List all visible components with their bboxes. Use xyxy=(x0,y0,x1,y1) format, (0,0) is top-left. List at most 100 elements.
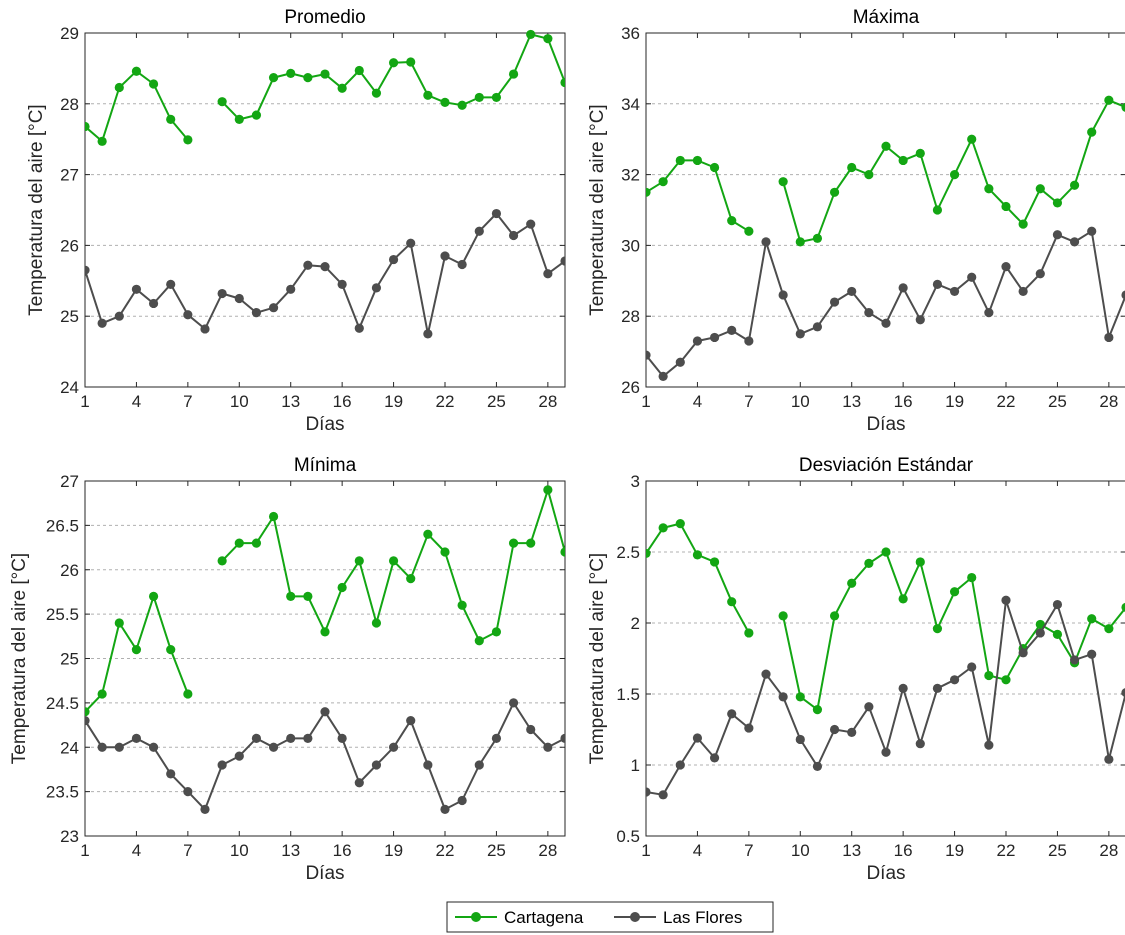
data-point-cartagena xyxy=(526,29,536,40)
data-point-cartagena xyxy=(440,97,450,107)
data-point-las-flores xyxy=(423,329,433,339)
x-tick-label: 4 xyxy=(132,841,141,860)
x-axis-label: Días xyxy=(305,863,344,884)
data-point-las-flores xyxy=(217,760,227,770)
plot-area xyxy=(646,481,1125,836)
data-point-las-flores xyxy=(1052,230,1063,240)
data-point-cartagena xyxy=(1035,619,1045,630)
data-point-las-flores xyxy=(1001,595,1011,605)
data-point-cartagena xyxy=(898,594,908,604)
data-point-cartagena xyxy=(646,548,651,559)
data-point-las-flores xyxy=(251,733,262,743)
data-point-cartagena xyxy=(560,77,565,88)
data-point-cartagena xyxy=(778,177,788,187)
data-point-cartagena xyxy=(543,485,553,495)
data-point-las-flores xyxy=(967,662,977,672)
data-point-las-flores xyxy=(646,350,651,360)
x-tick-label: 4 xyxy=(132,392,141,411)
data-point-cartagena xyxy=(371,618,382,628)
data-point-las-flores xyxy=(795,329,805,339)
data-point-las-flores xyxy=(268,303,279,313)
data-point-las-flores xyxy=(560,733,565,743)
data-point-cartagena xyxy=(727,597,737,607)
data-point-las-flores xyxy=(303,733,313,743)
data-point-cartagena xyxy=(217,556,227,566)
x-tick-label: 7 xyxy=(183,841,192,860)
data-point-cartagena xyxy=(474,636,484,646)
data-point-cartagena xyxy=(337,83,347,93)
data-point-las-flores xyxy=(457,795,467,806)
x-tick-label: 1 xyxy=(80,392,89,411)
y-axis-label: Temperatura del aire [°C] xyxy=(9,553,30,764)
y-tick-label: 25.5 xyxy=(46,605,79,624)
data-point-las-flores xyxy=(744,723,754,733)
data-point-las-flores xyxy=(915,315,925,325)
data-point-las-flores xyxy=(337,733,347,743)
data-point-las-flores xyxy=(474,226,484,236)
data-point-las-flores xyxy=(560,256,565,266)
y-tick-label: 23 xyxy=(60,827,79,846)
plot-data xyxy=(646,95,1125,381)
data-point-las-flores xyxy=(692,336,703,346)
x-tick-label: 22 xyxy=(436,841,455,860)
data-point-cartagena xyxy=(744,226,754,236)
data-point-cartagena xyxy=(354,556,364,566)
data-point-las-flores xyxy=(949,286,960,297)
x-tick-label: 22 xyxy=(997,841,1016,860)
data-point-las-flores xyxy=(474,760,484,770)
data-point-cartagena xyxy=(881,547,891,557)
data-point-cartagena xyxy=(812,705,823,715)
data-point-las-flores xyxy=(881,318,891,328)
data-point-las-flores xyxy=(932,279,943,289)
data-point-las-flores xyxy=(1052,599,1063,610)
data-point-las-flores xyxy=(251,308,262,318)
data-point-las-flores xyxy=(1121,290,1125,300)
x-tick-label: 25 xyxy=(1048,841,1067,860)
y-tick-label: 30 xyxy=(621,236,640,255)
data-point-cartagena xyxy=(166,114,176,124)
data-point-las-flores xyxy=(148,742,159,752)
y-tick-label: 25 xyxy=(60,650,79,669)
chart-title: Mínima xyxy=(294,455,357,476)
data-point-cartagena xyxy=(508,69,519,79)
y-tick-label: 0.5 xyxy=(616,827,640,846)
data-point-cartagena xyxy=(829,187,840,197)
data-point-cartagena xyxy=(457,600,467,610)
data-point-las-flores xyxy=(131,733,142,743)
data-point-cartagena xyxy=(1035,184,1045,194)
data-point-las-flores xyxy=(915,739,925,749)
x-tick-label: 1 xyxy=(641,392,650,411)
x-tick-label: 10 xyxy=(791,841,810,860)
data-point-cartagena xyxy=(508,538,519,548)
x-tick-label: 22 xyxy=(997,392,1016,411)
x-axis-label: Días xyxy=(866,863,905,884)
data-point-las-flores xyxy=(388,742,399,752)
data-point-cartagena xyxy=(166,645,176,655)
data-point-las-flores xyxy=(354,778,364,788)
y-tick-label: 36 xyxy=(621,24,640,43)
data-point-las-flores xyxy=(440,251,450,261)
data-point-las-flores xyxy=(508,698,519,708)
axes-box xyxy=(645,32,1125,388)
data-point-cartagena xyxy=(646,187,651,197)
data-point-las-flores xyxy=(761,669,771,679)
data-point-las-flores xyxy=(744,336,754,346)
data-point-cartagena xyxy=(709,557,720,567)
data-point-cartagena xyxy=(967,572,977,583)
data-point-las-flores xyxy=(1087,226,1097,236)
legend-las-flores-label: Las Flores xyxy=(663,908,742,927)
x-tick-label: 28 xyxy=(1099,841,1118,860)
y-tick-label: 24.5 xyxy=(46,694,79,713)
data-point-cartagena xyxy=(692,155,703,166)
legend: Cartagena Las Flores xyxy=(446,901,774,933)
chart-panel-2: 26 28 30 32 34 36 1 4 7 10 13 16 19 22 25 28 Máxima Días T… xyxy=(587,7,1125,435)
data-point-cartagena xyxy=(709,162,720,173)
data-point-cartagena xyxy=(1121,102,1125,112)
data-point-las-flores xyxy=(200,324,210,334)
data-point-las-flores xyxy=(658,371,668,381)
data-point-cartagena xyxy=(320,69,330,79)
axes-box xyxy=(645,480,1125,837)
data-point-las-flores xyxy=(967,272,977,282)
